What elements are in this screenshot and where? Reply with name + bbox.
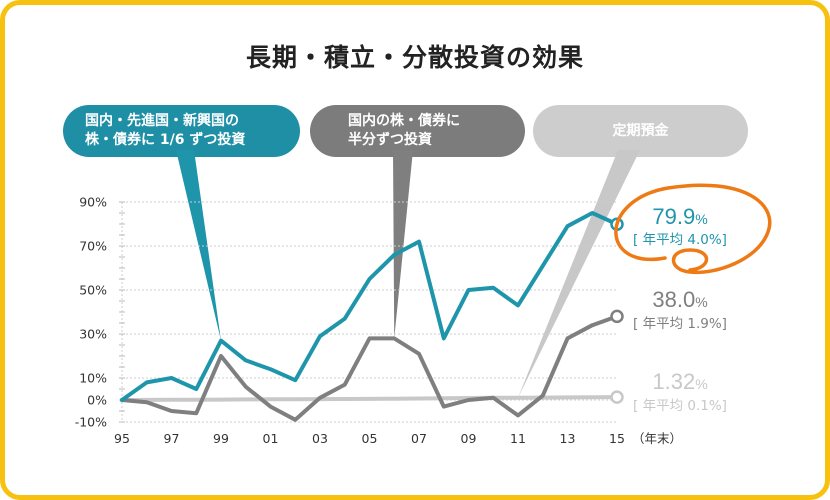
x-tick-label: 01 — [263, 431, 279, 446]
end-value-half: 38.0% — [652, 287, 707, 312]
callout-pointers — [176, 150, 640, 398]
callout-pointer-diversified — [176, 150, 221, 341]
y-tick-label: 10% — [79, 371, 107, 386]
callout-pointer-half — [393, 150, 413, 339]
callout-diversified-portfolio: 国内・先進国・新興国の 株・債券に 1/6 ずつ投資 — [63, 105, 300, 157]
end-annual-diversified: [ 年平均 4.0%] — [633, 232, 727, 248]
x-tick-label: 09 — [461, 431, 477, 446]
end-value-diversified: 79.9% — [652, 204, 707, 229]
y-tick-label: 70% — [79, 239, 107, 254]
end-annual-deposit: [ 年平均 0.1%] — [633, 398, 727, 414]
end-value-deposit: 1.32% — [652, 369, 707, 394]
x-tick-label: 95 — [114, 431, 130, 446]
y-tick-label: 30% — [79, 327, 107, 342]
x-tick-label: 97 — [164, 431, 180, 446]
x-tick-label: 05 — [362, 431, 378, 446]
callout-half-line-1: 国内の株・債券に — [348, 113, 460, 129]
x-axis-ticks: 95 97 99 01 03 05 07 09 11 13 15 （年末） — [114, 431, 682, 446]
series-end-marker-deposit — [610, 390, 624, 404]
y-axis-ticks: 90% 70% 50% 30% 10% 0% -10% — [75, 195, 107, 430]
series-line-half — [120, 314, 619, 422]
end-annual-half: [ 年平均 1.9%] — [633, 316, 727, 332]
x-tick-label: 03 — [312, 431, 328, 446]
callout-time-deposit: 定期預金 — [533, 105, 748, 157]
callout-half-line-2: 半分ずつ投資 — [348, 132, 432, 148]
series-end-marker-half — [610, 309, 624, 324]
y-tick-label: 90% — [79, 195, 107, 210]
callout-diversified-line-1: 国内・先進国・新興国の — [85, 113, 239, 129]
series-lines — [120, 211, 619, 422]
series-line-diversified — [120, 211, 619, 402]
x-tick-label: 07 — [411, 431, 427, 446]
series-line-deposit — [120, 395, 619, 402]
callout-diversified-line-2: 株・債券に 1/6 ずつ投資 — [85, 132, 246, 148]
y-tick-label: 50% — [79, 283, 107, 298]
y-tick-label: -10% — [75, 415, 107, 430]
chart-title: 長期・積立・分散投資の効果 — [245, 43, 584, 72]
x-tick-label: 13 — [560, 431, 576, 446]
x-tick-label: 11 — [510, 431, 526, 446]
x-tick-label: 99 — [213, 431, 229, 446]
callout-pointer-deposit — [518, 150, 640, 398]
y-tick-label: 0% — [87, 393, 107, 408]
series-end-labels: 79.9% [ 年平均 4.0%] 38.0% [ 年平均 1.9%] 1.32% [ 年… — [614, 183, 772, 414]
callout-deposit-label: 定期預金 — [612, 122, 669, 139]
x-axis-unit-label: （年末） — [632, 431, 682, 446]
x-tick-label: 15 — [609, 431, 625, 446]
callout-half-portfolio: 国内の株・債券に 半分ずつ投資 — [310, 105, 525, 157]
highlight-circle — [614, 183, 772, 275]
